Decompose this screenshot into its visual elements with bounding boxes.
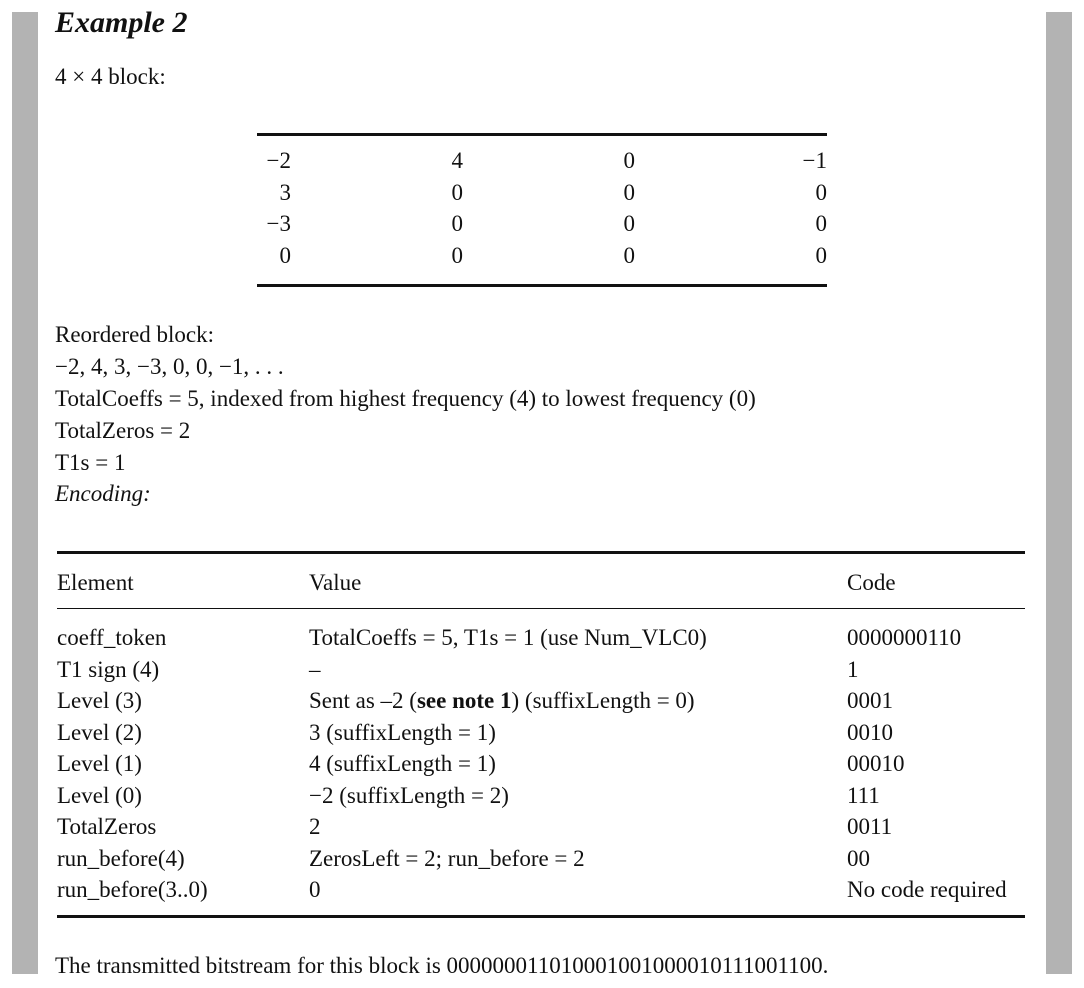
matrix-cell: −1: [802, 148, 827, 173]
code-cell: 0000000110: [847, 625, 962, 650]
value-cell: 4 (suffixLength = 1): [309, 751, 496, 776]
value-cell: 0: [309, 877, 321, 902]
matrix-cell: 0: [623, 242, 636, 268]
element-cell: T1 sign (4): [57, 656, 160, 682]
t1s-line: T1s = 1: [55, 450, 126, 475]
matrix-cell: 0: [623, 148, 636, 173]
element-cell: Level (2): [57, 719, 142, 745]
matrix-cell: −3: [266, 211, 291, 236]
code-cell: 00: [847, 845, 870, 871]
element-cell: Level (1): [57, 751, 142, 776]
header-element: Element: [57, 570, 134, 595]
right-margin-bar: [1046, 12, 1072, 974]
value-text: ) (suffixLength = 0): [511, 688, 695, 713]
header-code: Code: [847, 570, 896, 595]
table-body: coeff_token TotalCoeffs = 5, T1s = 1 (us…: [57, 609, 1025, 915]
element-cell: Level (0): [57, 782, 142, 808]
matrix-row: 0 0 0 0: [257, 242, 828, 275]
value-cell: TotalCoeffs = 5, T1s = 1 (use Num_VLC0): [309, 625, 707, 650]
matrix-cell: 3: [279, 179, 292, 205]
block-label: 4 × 4 block:: [55, 64, 166, 89]
table-row: run_before(3..0) 0 No code required: [57, 877, 1025, 909]
table-row: Level (0) −2 (suffixLength = 2) 111: [57, 783, 1025, 815]
table-header: Element Value Code: [57, 554, 1025, 609]
note-reference: see note 1: [416, 688, 512, 713]
element-cell: coeff_token: [57, 625, 167, 650]
table-row: coeff_token TotalCoeffs = 5, T1s = 1 (us…: [57, 625, 1025, 657]
table-row: run_before(4) ZerosLeft = 2; run_before …: [57, 846, 1025, 878]
matrix-cell: −2: [266, 148, 291, 173]
matrix-cell: 0: [279, 242, 292, 268]
left-margin-bar: [12, 12, 38, 974]
total-zeros-line: TotalZeros = 2: [55, 418, 191, 443]
matrix-cell: 0: [623, 179, 636, 205]
value-cell: −2 (suffixLength = 2): [309, 782, 509, 808]
element-cell: run_before(4): [57, 845, 185, 871]
element-cell: run_before(3..0): [57, 877, 208, 902]
matrix-cell: 0: [815, 211, 828, 236]
matrix-cell: 0: [623, 211, 636, 236]
matrix-cell: 4: [451, 148, 464, 173]
code-cell: 1: [847, 656, 859, 682]
reordered-values: −2, 4, 3, −3, 0, 0, −1, . . .: [55, 354, 284, 379]
value-text: Sent as –2 (: [309, 688, 417, 713]
example-heading: Example 2: [55, 6, 188, 39]
table-row: Level (3) Sent as –2 (see note 1) (suffi…: [57, 688, 1025, 720]
code-cell: 0010: [847, 719, 893, 745]
table-row: Level (2) 3 (suffixLength = 1) 0010: [57, 720, 1025, 752]
matrix-cell: 0: [451, 211, 464, 236]
matrix-row: −2 4 0 −1: [257, 148, 827, 180]
table-row: Level (1) 4 (suffixLength = 1) 00010: [57, 751, 1025, 783]
bitstream-line: The transmitted bitstream for this block…: [55, 953, 829, 978]
element-cell: Level (3): [57, 688, 142, 713]
value-cell: –: [309, 656, 321, 682]
code-cell: 0011: [847, 814, 893, 839]
matrix-cell: 0: [815, 242, 828, 268]
code-cell: 00010: [847, 751, 905, 776]
table-row: TotalZeros 2 0011: [57, 814, 1025, 846]
value-cell: Sent as –2 (see note 1) (suffixLength = …: [309, 688, 695, 714]
matrix-row: −3 0 0 0: [257, 211, 827, 243]
table-row: T1 sign (4) – 1: [57, 657, 1025, 689]
header-value: Value: [309, 570, 362, 595]
matrix-cell: 0: [451, 179, 464, 205]
matrix-cell: 0: [815, 179, 828, 205]
value-cell: 3 (suffixLength = 1): [309, 719, 496, 745]
encoding-table: Element Value Code coeff_token TotalCoef…: [57, 551, 1025, 918]
code-cell: No code required: [847, 877, 1007, 902]
encoding-label: Encoding:: [55, 481, 151, 506]
total-coeffs-line: TotalCoeffs = 5, indexed from highest fr…: [55, 386, 756, 411]
matrix-cell: 0: [451, 242, 464, 268]
code-cell: 111: [847, 782, 880, 808]
value-cell: ZerosLeft = 2; run_before = 2: [309, 845, 585, 871]
coefficient-matrix: −2 4 0 −1 3 0 0 0 −3 0 0 0 0 0 0 0: [257, 133, 827, 287]
code-cell: 0001: [847, 688, 893, 713]
reordered-label: Reordered block:: [55, 322, 215, 347]
value-cell: 2: [309, 814, 321, 839]
matrix-row: 3 0 0 0: [257, 179, 828, 212]
element-cell: TotalZeros: [57, 814, 157, 839]
